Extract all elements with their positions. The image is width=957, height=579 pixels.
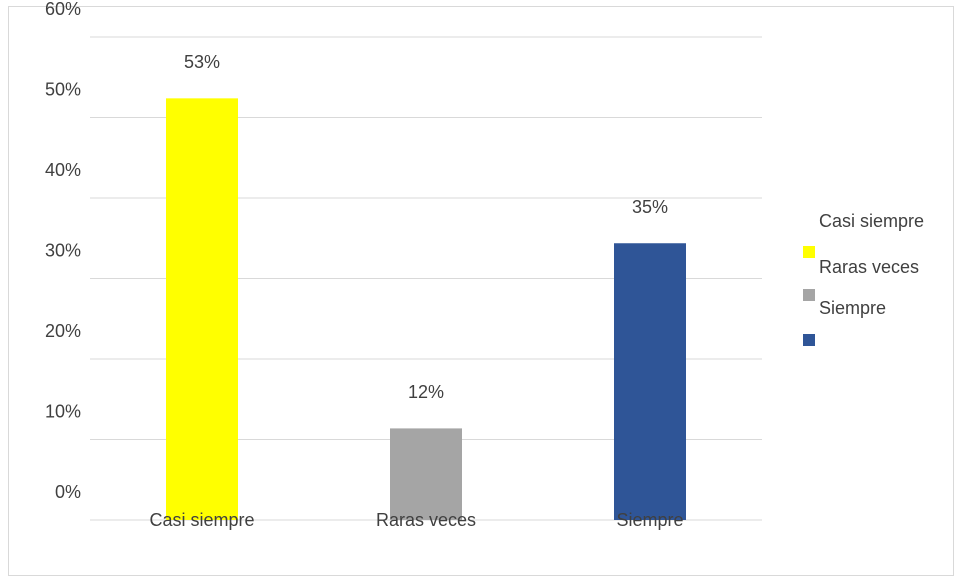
legend-swatch[interactable] bbox=[803, 246, 815, 258]
y-axis-tick-labels: 0% 10% 20% 30% 40% 50% 60% bbox=[45, 0, 81, 502]
data-label: 35% bbox=[632, 197, 668, 217]
x-tick-label: Casi siempre bbox=[149, 510, 254, 530]
bar-raras-veces[interactable] bbox=[390, 428, 462, 520]
legend-label[interactable]: Casi siempre bbox=[819, 211, 924, 231]
y-tick-label: 10% bbox=[45, 401, 81, 421]
y-tick-label: 0% bbox=[55, 482, 81, 502]
y-tick-label: 50% bbox=[45, 79, 81, 99]
legend-swatch[interactable] bbox=[803, 334, 815, 346]
y-tick-label: 20% bbox=[45, 321, 81, 341]
y-tick-label: 30% bbox=[45, 240, 81, 260]
legend-label[interactable]: Raras veces bbox=[819, 257, 919, 277]
data-label: 12% bbox=[408, 382, 444, 402]
data-labels: 53% 12% 35% bbox=[184, 52, 668, 402]
data-label: 53% bbox=[184, 52, 220, 72]
x-axis-tick-labels: Casi siempre Raras veces Siempre bbox=[149, 510, 683, 530]
legend[interactable]: Casi siempre Raras veces Siempre bbox=[803, 211, 924, 346]
y-tick-label: 40% bbox=[45, 160, 81, 180]
chart-frame bbox=[8, 6, 954, 576]
legend-swatch[interactable] bbox=[803, 289, 815, 301]
bar-casi-siempre[interactable] bbox=[166, 98, 238, 520]
legend-label[interactable]: Siempre bbox=[819, 298, 886, 318]
bar-siempre[interactable] bbox=[614, 243, 686, 520]
x-tick-label: Siempre bbox=[616, 510, 683, 530]
y-tick-label: 60% bbox=[45, 0, 81, 19]
bars bbox=[166, 98, 686, 520]
x-tick-label: Raras veces bbox=[376, 510, 476, 530]
